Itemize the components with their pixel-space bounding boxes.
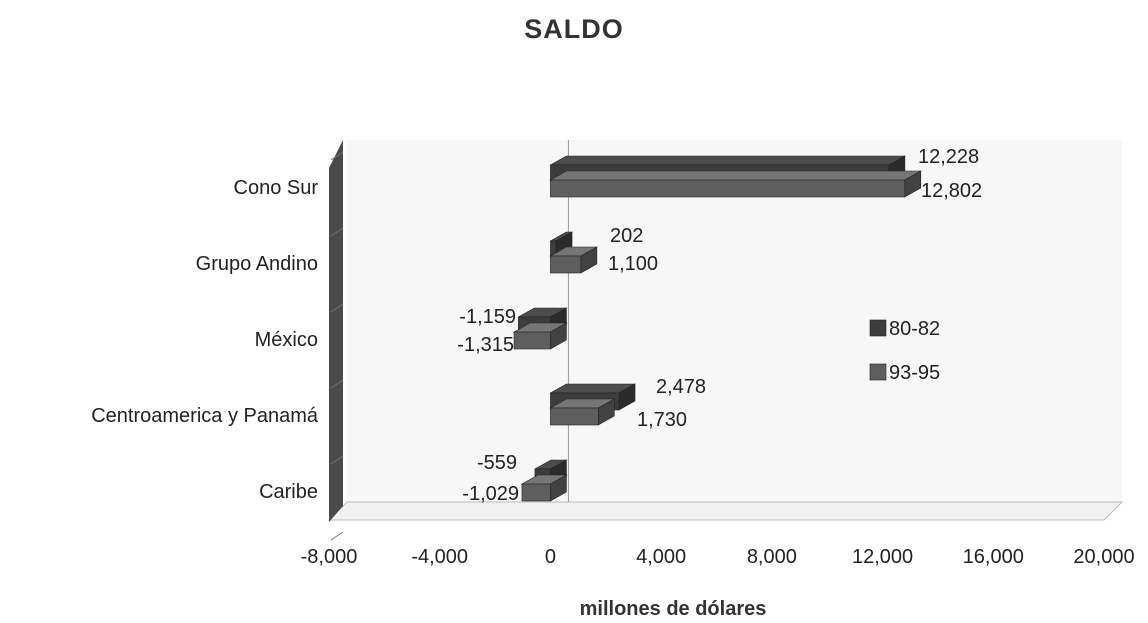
x-tick-label-4: 8,000 bbox=[747, 546, 797, 568]
category-label-2: México bbox=[255, 329, 318, 351]
bar-front-face bbox=[550, 407, 599, 426]
legend-label-80-82: 80-82 bbox=[889, 318, 940, 340]
floor bbox=[327, 501, 1124, 521]
data-label-80-82-2: -1,159 bbox=[459, 306, 516, 328]
legend-label-93-95: 93-95 bbox=[889, 362, 940, 384]
x-tick-label-3: 4,000 bbox=[636, 546, 686, 568]
data-label-80-82-3: 2,478 bbox=[656, 376, 706, 398]
bar-front-face bbox=[521, 483, 551, 502]
data-label-80-82-1: 202 bbox=[610, 225, 643, 247]
back-wall bbox=[347, 140, 1122, 502]
side-wall bbox=[329, 140, 343, 522]
row-tick bbox=[330, 531, 344, 541]
category-label-4: Caribe bbox=[259, 481, 318, 503]
chart-walls bbox=[327, 140, 1124, 541]
row-tick bbox=[330, 151, 344, 161]
x-tick-label-6: 16,000 bbox=[963, 546, 1024, 568]
bar-front-face bbox=[513, 331, 551, 350]
category-labels: Cono Sur Grupo Andino México Centroamerica … bbox=[91, 177, 319, 503]
bar-series bbox=[512, 155, 922, 502]
x-tick-label-0: -8,000 bbox=[301, 546, 358, 568]
x-tick-label-1: -4,000 bbox=[411, 546, 468, 568]
row-tick bbox=[330, 303, 344, 313]
data-label-93-95-0: 12,802 bbox=[921, 180, 982, 202]
data-label-93-95-4: -1,029 bbox=[462, 483, 519, 505]
row-tick bbox=[330, 379, 344, 389]
bar-front-face bbox=[550, 255, 582, 274]
data-labels: 12,228 12,802 202 1,100 -1,159 -1,315 2,478 1,7… bbox=[457, 146, 982, 505]
data-label-80-82-4: -559 bbox=[477, 452, 517, 474]
data-label-93-95-2: -1,315 bbox=[457, 334, 514, 356]
data-label-93-95-3: 1,730 bbox=[637, 409, 687, 431]
x-tick-label-5: 12,000 bbox=[852, 546, 913, 568]
x-tick-label-7: 20,000 bbox=[1073, 546, 1134, 568]
bar-93-95-0 bbox=[549, 170, 922, 198]
legend-swatch-80-82 bbox=[869, 319, 887, 337]
bar-93-95-3 bbox=[549, 398, 616, 426]
x-tick-labels: -8,000 -4,000 0 4,000 8,000 12,000 16,000 20,00… bbox=[301, 546, 1135, 568]
bar-top-face bbox=[549, 155, 907, 166]
data-label-93-95-1: 1,100 bbox=[608, 253, 658, 275]
bar-front-face bbox=[550, 179, 906, 198]
bar-93-95-4 bbox=[520, 474, 568, 502]
x-tick-label-2: 0 bbox=[545, 546, 556, 568]
bar-93-95-2 bbox=[512, 322, 568, 350]
row-tick bbox=[330, 455, 344, 465]
category-label-1: Grupo Andino bbox=[196, 253, 318, 275]
bar-top-face bbox=[549, 170, 922, 181]
row-tick bbox=[330, 227, 344, 237]
legend-swatch-93-95 bbox=[869, 363, 887, 381]
data-label-80-82-0: 12,228 bbox=[918, 146, 979, 168]
category-label-3: Centroamerica y Panamá bbox=[91, 405, 319, 427]
bar-93-95-1 bbox=[549, 246, 599, 274]
x-axis-label: millones de dólares bbox=[580, 598, 767, 620]
legend: 80-82 93-95 bbox=[869, 318, 940, 384]
chart-title: SALDO bbox=[524, 14, 624, 44]
category-label-0: Cono Sur bbox=[234, 177, 319, 199]
